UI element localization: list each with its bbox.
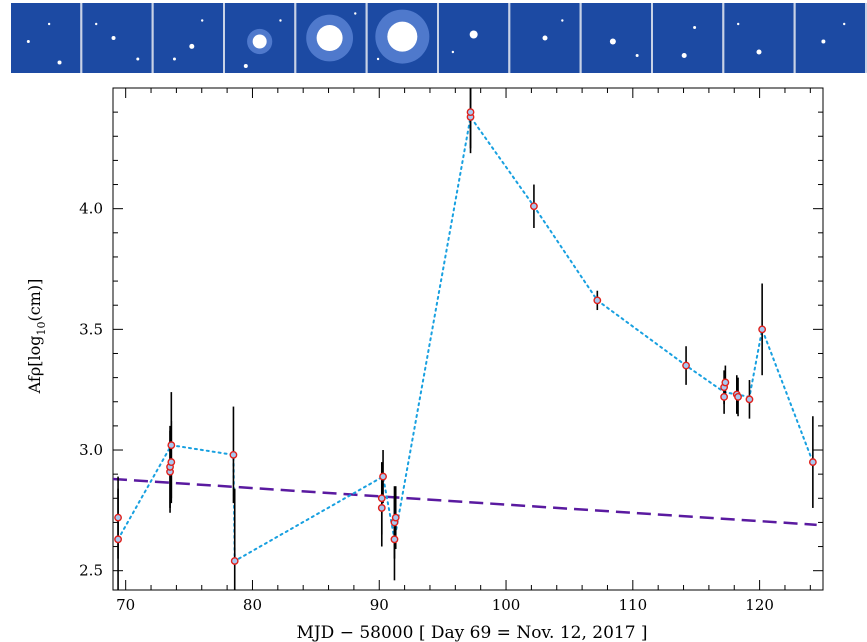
data-point	[466, 108, 475, 117]
strip-separator	[651, 3, 653, 73]
star	[201, 19, 204, 22]
star	[189, 43, 195, 49]
star	[136, 57, 140, 61]
star	[279, 19, 282, 22]
data-point	[167, 441, 176, 450]
star	[821, 39, 826, 44]
star	[57, 60, 62, 65]
strip-separator	[294, 3, 297, 73]
data-point	[758, 325, 767, 334]
data-point	[721, 378, 730, 387]
y-axis-title-main: Afρ[log	[25, 336, 44, 395]
strip-panel	[581, 3, 651, 73]
strip-panel	[653, 3, 723, 73]
plot-frame	[112, 87, 824, 591]
star	[95, 22, 98, 26]
star	[737, 22, 740, 26]
data-point	[720, 393, 729, 401]
strip-separator	[223, 3, 225, 73]
baseline-trend-line	[113, 477, 817, 527]
strip-panel	[11, 3, 81, 73]
strip-separator	[508, 3, 511, 73]
star	[635, 54, 639, 57]
connecting-line-layer	[117, 114, 814, 563]
x-tick-label: 70	[116, 596, 135, 614]
star	[469, 30, 478, 39]
x-tick-label: 90	[370, 596, 389, 614]
plot-border	[112, 87, 824, 591]
strip-separator	[437, 3, 439, 73]
strip-separator	[579, 3, 582, 73]
x-tick-label: 100	[492, 596, 521, 614]
star	[376, 57, 380, 61]
x-tick-label: 110	[619, 596, 648, 614]
y-axis-title-subscript: 10	[35, 322, 48, 336]
data-point	[114, 535, 122, 544]
data-point	[379, 472, 387, 481]
data-point	[167, 458, 176, 466]
star	[561, 19, 564, 22]
star	[316, 25, 343, 51]
data-point	[745, 395, 754, 404]
y-tick-label: 4.0	[79, 200, 103, 218]
data-point	[593, 296, 602, 305]
data-point	[530, 202, 538, 211]
strip-panel	[153, 3, 223, 73]
data-point	[734, 393, 742, 401]
star	[693, 26, 697, 29]
marker-layer	[114, 108, 817, 565]
strip-separator	[865, 3, 867, 73]
data-point	[114, 513, 122, 522]
strip-separator	[365, 3, 368, 73]
strip-panel	[724, 3, 794, 73]
star	[354, 12, 357, 15]
star	[252, 34, 267, 49]
strip-panel	[82, 3, 152, 73]
star	[843, 22, 846, 26]
star	[542, 35, 548, 41]
errorbar-layer	[117, 88, 814, 590]
data-point	[682, 361, 690, 370]
x-tick-label: 120	[745, 596, 774, 614]
star	[26, 40, 30, 43]
star	[111, 36, 116, 40]
star	[609, 38, 616, 45]
y-tick-label: 3.0	[79, 441, 103, 459]
star	[47, 22, 51, 26]
y-tick-label: 3.5	[79, 320, 103, 338]
tick-label-layer: 70 80 90 100 110 120 2.5 3.0 3.5 4.0	[79, 200, 774, 614]
strip-separator	[722, 3, 725, 73]
baseline-trend-layer	[113, 477, 817, 527]
star	[243, 64, 248, 68]
y-tick-label: 2.5	[79, 562, 103, 580]
star	[756, 49, 762, 55]
strip-separator	[80, 3, 83, 73]
star	[451, 50, 455, 54]
star	[172, 57, 176, 61]
data-point	[390, 535, 399, 544]
x-axis-title: MJD − 58000 [ Day 69 = Nov. 12, 2017 ]	[296, 623, 647, 642]
y-axis-title-tail: (cm)]	[25, 279, 44, 322]
star	[681, 53, 687, 58]
image-strip	[11, 3, 867, 73]
data-point	[808, 458, 817, 466]
data-point	[377, 504, 386, 512]
axis-ticks	[113, 88, 823, 590]
data-point	[229, 450, 238, 459]
strip-panel	[795, 3, 865, 73]
star	[387, 21, 418, 52]
strip-separator	[793, 3, 796, 73]
data-point	[377, 494, 386, 503]
data-point	[391, 513, 400, 522]
strip-separator	[151, 3, 154, 73]
y-axis-title: Afρ[log10(cm)]	[25, 279, 48, 395]
x-tick-label: 80	[243, 596, 262, 614]
connecting-dotted-line	[117, 114, 814, 563]
data-point	[230, 557, 239, 565]
